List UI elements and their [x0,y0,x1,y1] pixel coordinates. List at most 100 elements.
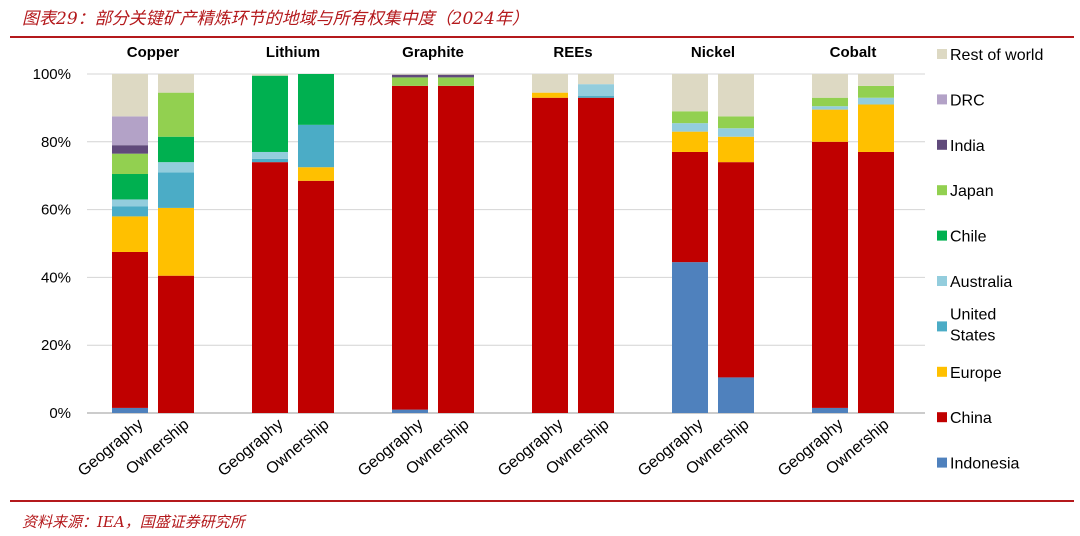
bar-segment-united-states [298,124,334,168]
bar-segment-australia [578,84,614,97]
chart-panels: CopperGeographyOwnershipLithiumGeography… [75,44,894,480]
legend-swatch [937,230,947,241]
panel-title: Lithium [266,44,320,61]
bar-segment-china [392,85,428,410]
legend-label: China [950,410,992,427]
bar-segment-indonesia [112,407,148,413]
bar-segment-india [112,145,148,154]
bottom-rule [10,500,1074,502]
bar-segment-rest-of-world [438,74,474,75]
legend-swatch [937,94,947,105]
bar-segment-europe [672,131,708,152]
figure-title: 图表29：部分关键矿产精炼环节的地域与所有权集中度（2024年） [22,9,529,29]
legend-swatch [937,276,947,286]
bar-segment-australia [718,128,754,137]
bar-segment-japan [672,111,708,124]
bar-segment-europe [858,104,894,152]
legend-item-india: India [937,138,985,155]
panel-title: Copper [127,44,180,61]
bar-segment-indonesia [672,262,708,413]
bar-segment-japan [858,85,894,98]
legend-swatch [937,185,947,196]
bar-segment-china [158,275,194,413]
bar-segment-china [532,97,568,413]
bar-segment-china [812,141,848,408]
legend-item-australia: Australia [937,274,1012,291]
bar-segment-rest-of-world [392,74,428,75]
legend-label: Rest of world [950,47,1043,64]
bar-segment-indonesia [812,407,848,413]
bar-segment-europe [112,216,148,252]
bar-segment-rest-of-world [858,74,894,86]
legend-label: DRC [950,92,985,109]
bar-segment-china [112,251,148,408]
bar-segment-china [718,162,754,378]
legend-swatch [937,366,947,377]
legend-swatch [937,457,947,468]
legend-label: United States [950,306,996,344]
bar-segment-europe [812,109,848,142]
legend-swatch [937,412,947,423]
bar-segment-rest-of-world [578,74,614,85]
bar-segment-chile [252,75,288,152]
bar-segment-europe [532,92,568,98]
bar-segment-rest-of-world [532,74,568,93]
y-tick-label: 100% [33,66,71,83]
panel-title: Graphite [402,44,464,61]
panel-title: REEs [553,44,592,61]
legend-label: Australia [950,274,1012,291]
y-tick-label: 60% [41,202,71,219]
bar-segment-japan [158,92,194,137]
bar-segment-rest-of-world [812,74,848,98]
legend-item-rest-of-world: Rest of world [937,47,1043,64]
legend-swatch [937,321,947,332]
bar-segment-united-states [112,206,148,217]
bar-segment-rest-of-world [158,74,194,93]
legend-item-japan: Japan [937,183,994,200]
bar-segment-rest-of-world [112,74,148,117]
legend-item-chile: Chile [937,229,987,246]
legend-item-europe: Europe [937,365,1002,382]
bar-segment-rest-of-world [252,74,288,76]
bar-segment-indonesia [718,377,754,413]
legend-label: Europe [950,365,1002,382]
legend-item-united-states: United States [937,306,996,344]
gridlines [87,73,925,414]
legend-label: Japan [950,183,994,200]
bar-segment-chile [298,74,334,125]
y-tick-label: 40% [41,269,71,286]
bar-segment-china [578,97,614,413]
bar-segment-europe [718,136,754,163]
bar-segment-australia [672,123,708,132]
legend-item-china: China [937,410,992,427]
bar-segment-chile [158,136,194,163]
bar-segment-rest-of-world [718,74,754,117]
legend: Rest of world DRC India Japan Chile Australia… [937,47,1043,473]
y-tick-label: 0% [49,405,71,422]
bar-segment-united-states [252,158,288,163]
bar-segment-india [392,74,428,78]
bar-segment-australia [812,106,848,110]
y-tick-label: 80% [41,134,71,151]
bar-segment-europe [298,167,334,181]
legend-label: India [950,138,985,155]
bar-segment-australia [158,162,194,173]
legend-label: Chile [950,229,987,246]
bar-segment-united-states [158,172,194,208]
bar-segment-japan [438,77,474,86]
bar-segment-rest-of-world [672,74,708,112]
panel-title: Cobalt [830,44,877,61]
bar-segment-japan [718,116,754,129]
bar-segment-japan [112,153,148,175]
bar-segment-drc [112,116,148,146]
bar-segment-australia [252,151,288,159]
bar-segment-india [438,74,474,78]
legend-swatch [937,139,947,150]
bar-segment-china [672,151,708,263]
panel-title: Nickel [691,44,735,61]
